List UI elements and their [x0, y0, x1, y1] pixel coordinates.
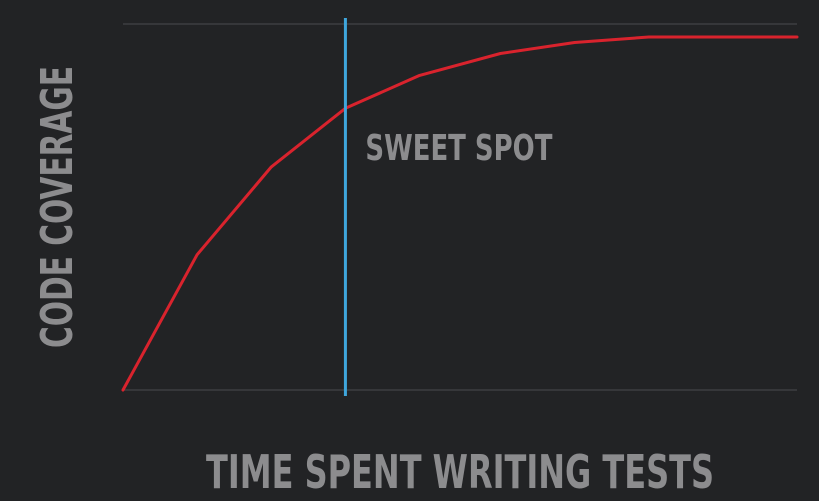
y-axis-title: CODE COVERAGE — [32, 66, 83, 348]
sweet-spot-label: SWEET SPOT — [365, 128, 552, 169]
coverage-curve — [121, 35, 799, 392]
x-axis-title: TIME SPENT WRITING TESTS — [206, 445, 714, 499]
